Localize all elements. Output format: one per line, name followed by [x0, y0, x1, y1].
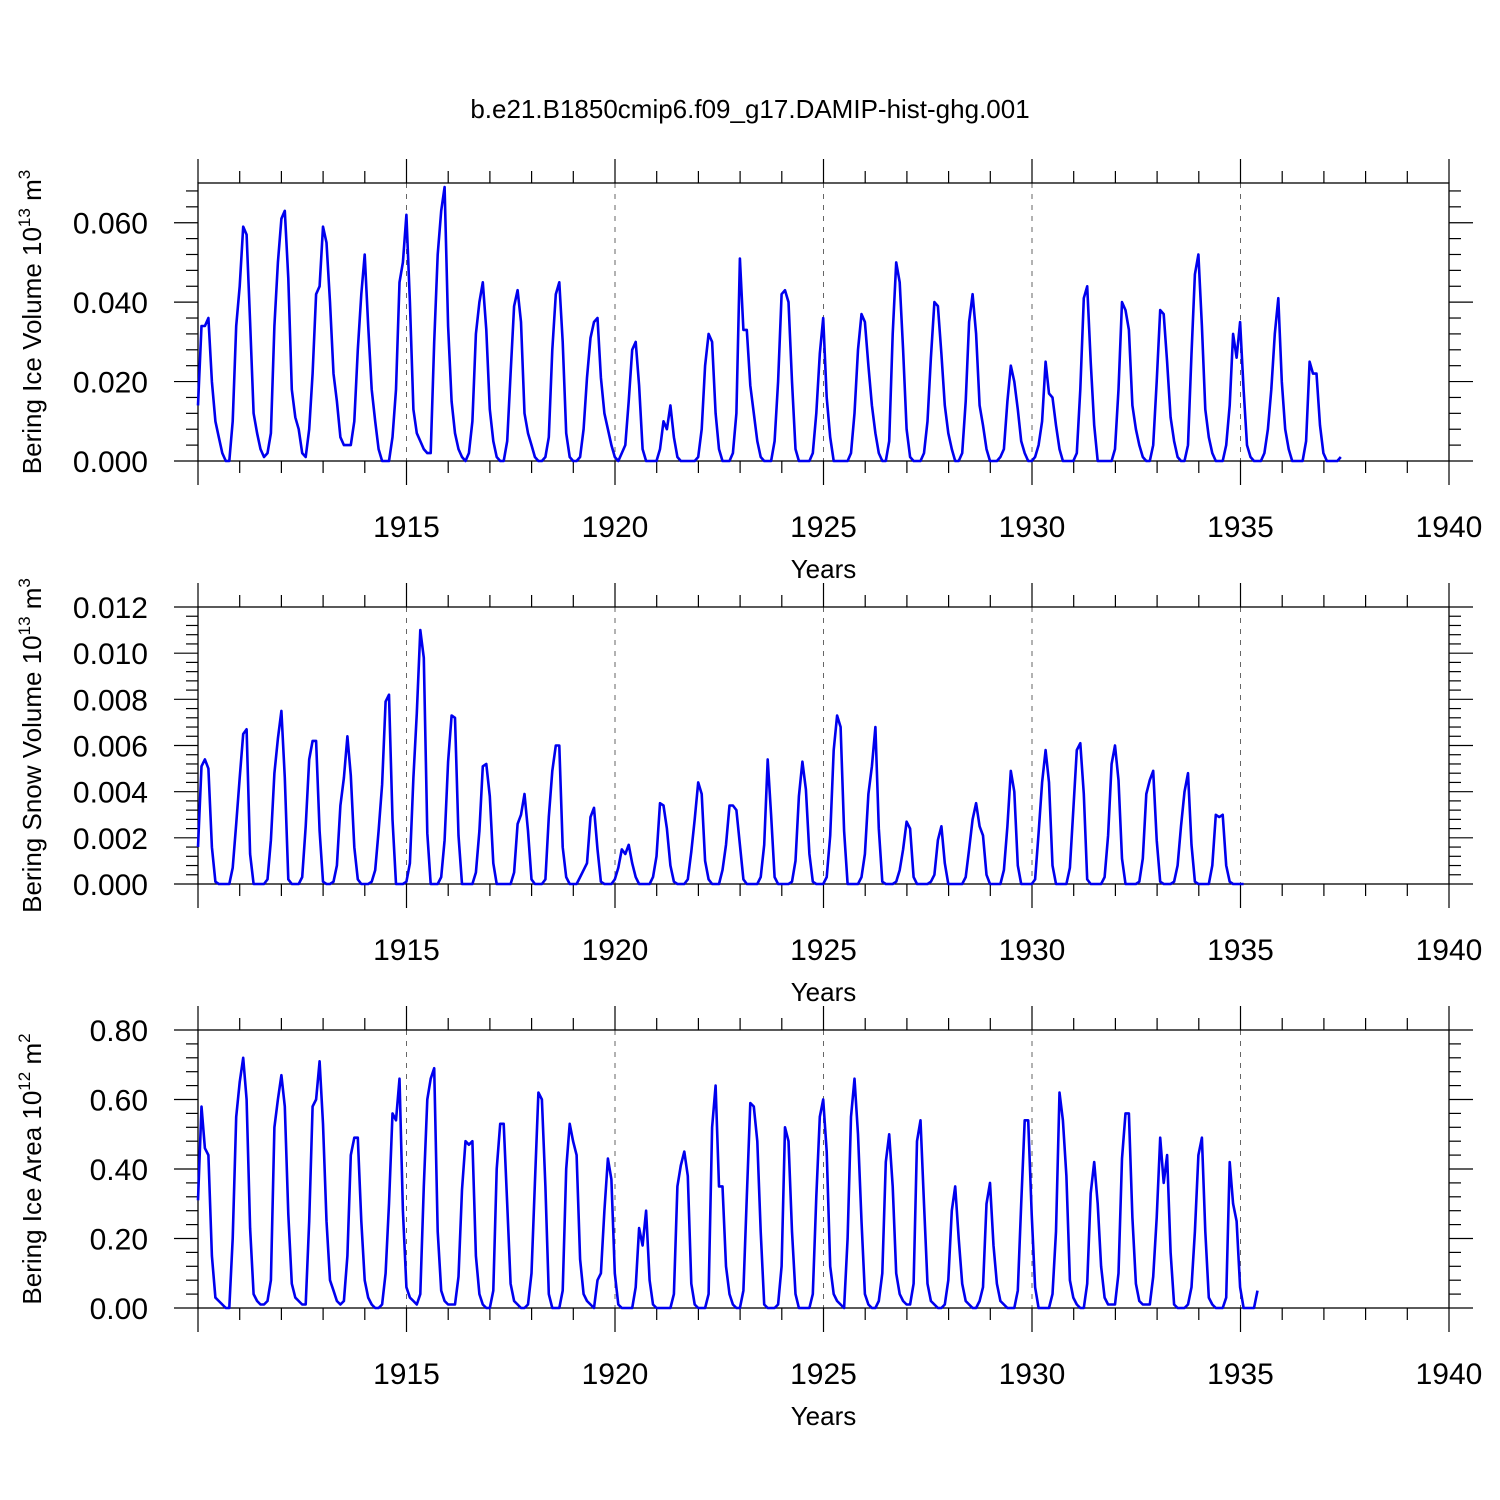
y-axis-title-exponent: 12: [15, 1072, 34, 1091]
x-tick-label: 1920: [582, 934, 649, 967]
y-tick-label: 0.008: [73, 684, 148, 717]
y-tick-label: 0.000: [73, 446, 148, 479]
x-tick-label: 1940: [1416, 934, 1483, 967]
y-tick-label: 0.010: [73, 638, 148, 671]
x-tick-label: 1925: [790, 511, 857, 544]
y-tick-label: 0.60: [90, 1085, 148, 1118]
y-tick-label: 0.040: [73, 287, 148, 320]
series-line-ice-area: [196, 1056, 1259, 1310]
y-tick-label: 0.40: [90, 1154, 148, 1187]
y-tick-label: 0.020: [73, 367, 148, 400]
y-axis-title-unit-exponent: 2: [15, 1033, 34, 1042]
x-tick-label: 1915: [373, 934, 440, 967]
x-axis-title: Years: [791, 977, 857, 1007]
panel-ice-area: 1915 1920 1925 1930 1935 1940 0.00 0.20 0.40 0.60…: [15, 1006, 1482, 1431]
panel-snow-volume: 1915 1920 1925 1930 1935 1940 0.000 0.002 0.004 0…: [15, 578, 1482, 1007]
y-axis-title-unit-exponent: 3: [15, 170, 34, 179]
x-axis-title: Years: [791, 1401, 857, 1431]
y-tick-label: 0.012: [73, 592, 148, 625]
x-tick-label: 1920: [582, 511, 649, 544]
y-axis-title-main: Bering Snow Volume 10: [17, 635, 47, 913]
x-tick-label: 1915: [373, 511, 440, 544]
y-axis-title-main: Bering Ice Volume 10: [17, 227, 47, 474]
y-tick-label: 0.006: [73, 731, 148, 764]
y-axis-title-unit-exponent: 3: [15, 578, 34, 587]
y-tick-label: 0.060: [73, 208, 148, 241]
x-tick-label: 1940: [1416, 511, 1483, 544]
y-tick-label: 0.000: [73, 869, 148, 902]
series-line-snow-volume: [196, 628, 1244, 886]
panel-ice-volume: 1915 1920 1925 1930 1935 1940 0.000 0.020 0.040 0…: [15, 159, 1482, 584]
chart-title: b.e21.B1850cmip6.f09_g17.DAMIP-hist-ghg.…: [470, 94, 1029, 124]
x-axis-title: Years: [791, 554, 857, 584]
x-tick-label: 1920: [582, 1358, 649, 1391]
series-line-ice-volume: [196, 185, 1342, 463]
x-tick-label: 1930: [999, 934, 1066, 967]
x-tick-label: 1925: [790, 934, 857, 967]
y-axis-title: Bering Ice Volume 1013 m3: [15, 170, 47, 474]
x-tick-label: 1915: [373, 1358, 440, 1391]
x-tick-label: 1925: [790, 1358, 857, 1391]
x-tick-label: 1935: [1207, 934, 1274, 967]
y-axis-title-unit: m: [17, 588, 47, 617]
y-axis-title: Bering Snow Volume 1013 m3: [15, 578, 47, 913]
x-tick-label: 1935: [1207, 511, 1274, 544]
y-tick-label: 0.20: [90, 1224, 148, 1257]
x-tick-label: 1940: [1416, 1358, 1483, 1391]
y-axis-title-unit: m: [17, 179, 47, 208]
y-axis-title-main: Bering Ice Area 10: [17, 1091, 47, 1305]
y-axis-title-exponent: 13: [15, 208, 34, 227]
x-tick-label: 1935: [1207, 1358, 1274, 1391]
y-tick-label: 0.002: [73, 823, 148, 856]
y-tick-label: 0.004: [73, 777, 148, 810]
y-tick-label: 0.00: [90, 1293, 148, 1326]
x-tick-label: 1930: [999, 511, 1066, 544]
y-tick-label: 0.80: [90, 1015, 148, 1048]
y-axis-title: Bering Ice Area 1012 m2: [15, 1033, 47, 1304]
y-axis-title-unit: m: [17, 1043, 47, 1072]
x-tick-label: 1930: [999, 1358, 1066, 1391]
chart-panels: 1915 1920 1925 1930 1935 1940 0.000 0.020 0.040 0…: [15, 159, 1482, 1431]
y-axis-title-exponent: 13: [15, 616, 34, 635]
